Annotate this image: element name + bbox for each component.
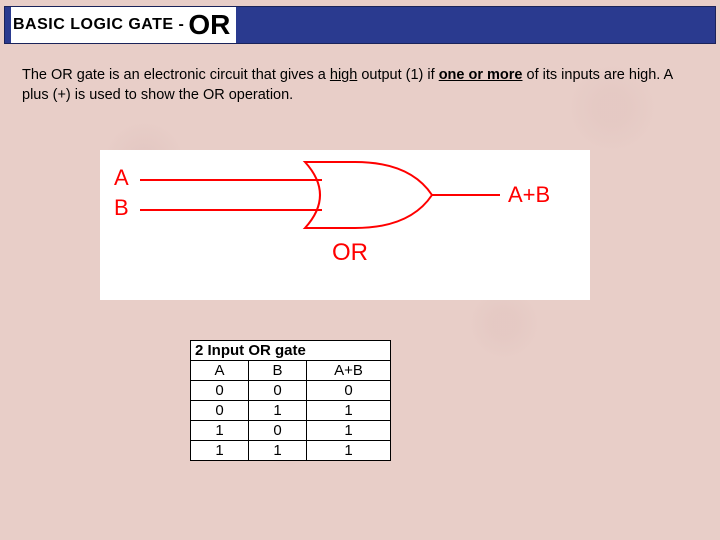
cell: 1 (307, 421, 391, 441)
table-row: 1 0 1 (191, 421, 391, 441)
col-header-a: A (191, 361, 249, 381)
table-header-row: A B A+B (191, 361, 391, 381)
gate-input-a-label: A (114, 165, 129, 190)
desc-one-or-more: one or more (439, 67, 523, 83)
cell: 1 (191, 421, 249, 441)
cell: 0 (307, 381, 391, 401)
desc-part-3: output (1) if (357, 67, 438, 83)
desc-part-1: The OR gate is an electronic circuit tha… (22, 67, 330, 83)
title-main: OR (186, 7, 236, 43)
cell: 1 (249, 401, 307, 421)
cell: 1 (307, 441, 391, 461)
cell: 1 (191, 441, 249, 461)
cell: 0 (249, 421, 307, 441)
table-row: 0 1 1 (191, 401, 391, 421)
col-header-out: A+B (307, 361, 391, 381)
gate-output-label: A+B (508, 182, 550, 207)
truth-table-container: 2 Input OR gate A B A+B 0 0 0 0 1 1 1 0 … (190, 340, 391, 461)
col-header-b: B (249, 361, 307, 381)
title-bar: BASIC LOGIC GATE - OR (4, 6, 716, 44)
gate-input-b-label: B (114, 195, 129, 220)
table-row: 0 0 0 (191, 381, 391, 401)
cell: 1 (307, 401, 391, 421)
desc-high-underline: high (330, 67, 357, 83)
cell: 0 (191, 381, 249, 401)
slide-page: BASIC LOGIC GATE - OR The OR gate is an … (0, 0, 720, 540)
or-gate-diagram: A B A+B OR (100, 150, 590, 300)
truth-table-title: 2 Input OR gate (191, 341, 391, 361)
table-row: 1 1 1 (191, 441, 391, 461)
title-prefix: BASIC LOGIC GATE - (11, 7, 188, 43)
description-text: The OR gate is an electronic circuit tha… (22, 66, 698, 105)
truth-table: 2 Input OR gate A B A+B 0 0 0 0 1 1 1 0 … (190, 340, 391, 461)
cell: 0 (249, 381, 307, 401)
gate-caption: OR (332, 239, 368, 266)
cell: 1 (249, 441, 307, 461)
table-title-row: 2 Input OR gate (191, 341, 391, 361)
cell: 0 (191, 401, 249, 421)
